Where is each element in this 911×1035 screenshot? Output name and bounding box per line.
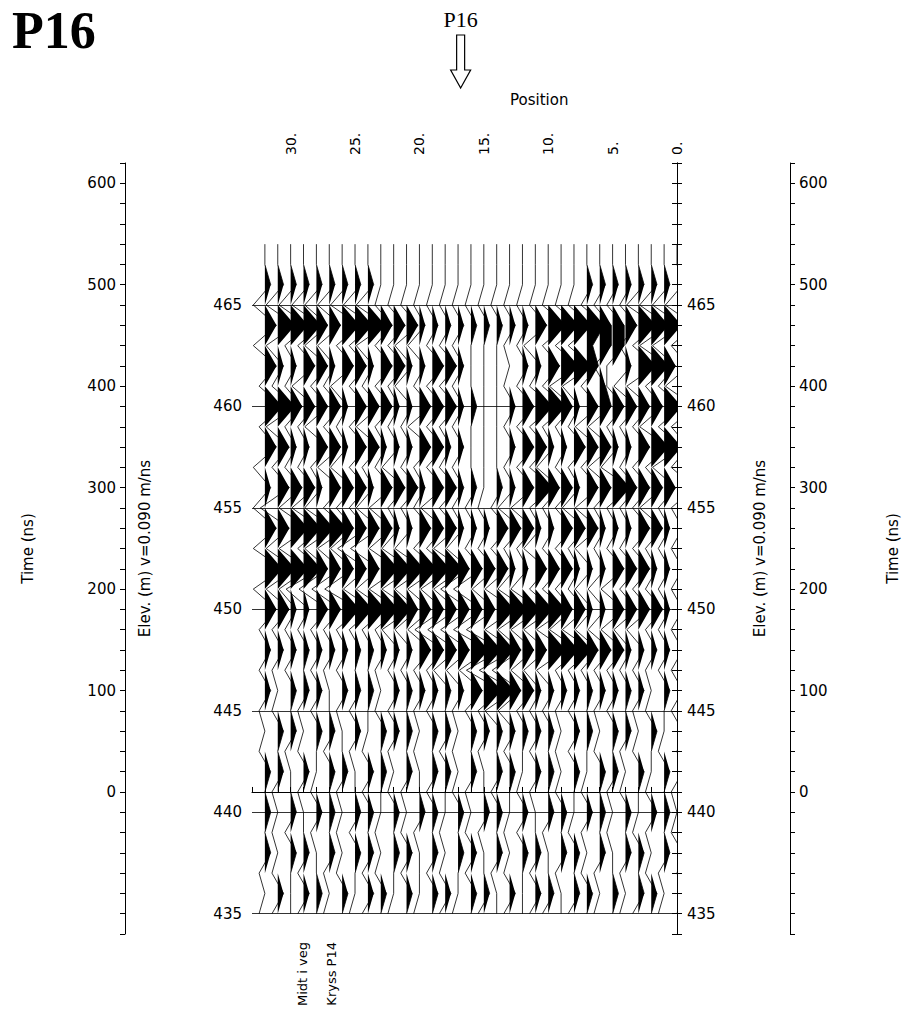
- svg-text:5.: 5.: [605, 142, 621, 155]
- svg-text:450: 450: [213, 600, 242, 618]
- svg-text:100: 100: [87, 682, 116, 700]
- svg-text:Time (ns): Time (ns): [19, 513, 37, 585]
- svg-text:445: 445: [213, 702, 242, 720]
- svg-text:30.: 30.: [283, 133, 299, 155]
- svg-text:0: 0: [106, 783, 116, 801]
- svg-text:435: 435: [213, 905, 242, 923]
- svg-text:400: 400: [87, 377, 116, 395]
- svg-text:440: 440: [213, 803, 242, 821]
- svg-text:300: 300: [87, 479, 116, 497]
- svg-text:460: 460: [687, 397, 716, 415]
- svg-text:465: 465: [213, 296, 242, 314]
- svg-text:200: 200: [87, 580, 116, 598]
- svg-text:400: 400: [799, 377, 828, 395]
- svg-text:Kryss P14: Kryss P14: [324, 942, 339, 1006]
- svg-text:445: 445: [687, 702, 716, 720]
- svg-text:200: 200: [799, 580, 828, 598]
- svg-text:455: 455: [213, 499, 242, 517]
- svg-text:500: 500: [799, 276, 828, 294]
- svg-text:Elev. (m) v=0.090 m/ns: Elev. (m) v=0.090 m/ns: [751, 460, 769, 638]
- svg-text:465: 465: [687, 296, 716, 314]
- svg-text:Midt i veg: Midt i veg: [295, 942, 310, 1006]
- svg-text:450: 450: [687, 600, 716, 618]
- svg-text:435: 435: [687, 905, 716, 923]
- svg-text:10.: 10.: [540, 133, 556, 155]
- svg-text:455: 455: [687, 499, 716, 517]
- svg-text:P16: P16: [444, 7, 478, 32]
- svg-text:Time (ns): Time (ns): [884, 513, 902, 585]
- svg-text:440: 440: [687, 803, 716, 821]
- svg-text:Position: Position: [510, 91, 568, 109]
- svg-text:0.: 0.: [669, 142, 685, 155]
- svg-text:0: 0: [799, 783, 809, 801]
- svg-text:100: 100: [799, 682, 828, 700]
- svg-text:600: 600: [87, 174, 116, 192]
- svg-text:P16: P16: [12, 2, 96, 59]
- svg-text:600: 600: [799, 174, 828, 192]
- svg-text:20.: 20.: [411, 133, 427, 155]
- svg-text:500: 500: [87, 276, 116, 294]
- svg-text:Elev. (m) v=0.090 m/ns: Elev. (m) v=0.090 m/ns: [136, 460, 154, 638]
- svg-text:25.: 25.: [347, 133, 363, 155]
- svg-text:15.: 15.: [476, 133, 492, 155]
- svg-text:300: 300: [799, 479, 828, 497]
- svg-text:460: 460: [213, 397, 242, 415]
